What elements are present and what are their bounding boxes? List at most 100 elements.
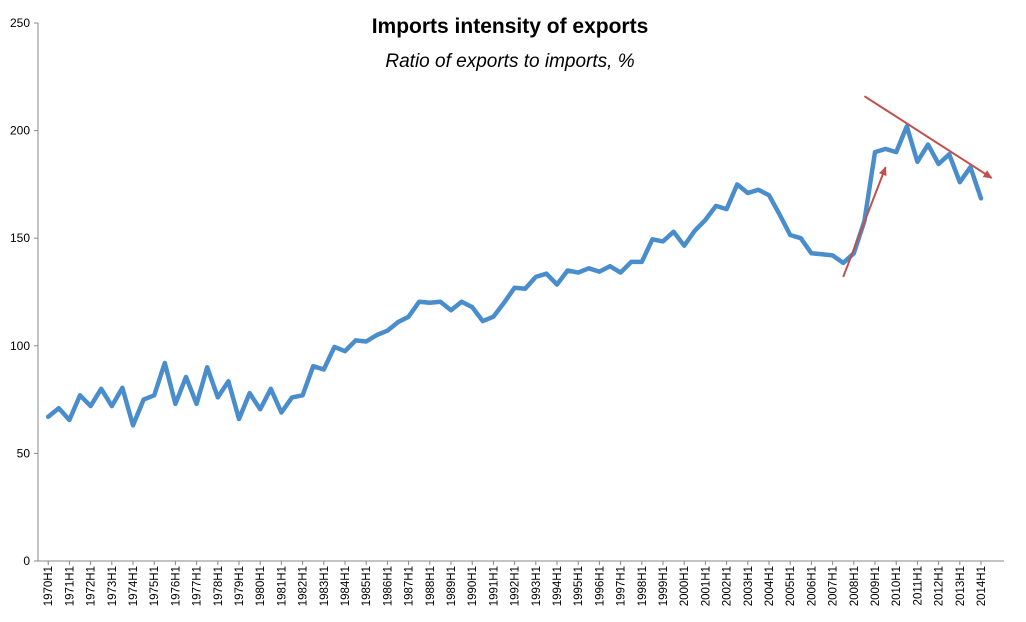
data-point [110,404,114,408]
x-tick-label: 2006H1 [806,566,818,606]
data-point [756,188,760,192]
data-point [184,375,188,379]
data-point [714,204,718,208]
data-point [947,152,951,156]
data-point [428,301,432,305]
data-point [396,320,400,324]
x-tick-label: 2001H1 [700,566,712,606]
x-tick-label: 2013H1 [955,566,967,606]
data-point [640,260,644,264]
data-point [216,395,220,399]
data-point [279,411,283,414]
x-tick-label: 1992H1 [510,566,522,606]
x-tick-label: 2000H1 [679,566,691,606]
data-point [502,301,506,305]
y-tick-label: 150 [10,231,30,245]
x-tick-label: 1999H1 [658,566,670,606]
x-tick-label: 1981H1 [276,566,288,606]
data-point [290,395,294,399]
x-tick-label: 1971H1 [64,566,76,606]
data-point [958,180,962,184]
data-point [481,319,485,323]
x-tick-label: 1975H1 [149,566,161,606]
data-point [301,393,305,397]
data-point [417,300,421,304]
x-tick-label: 1989H1 [446,566,458,606]
y-tick-label: 0 [23,554,30,568]
data-point [513,286,517,290]
y-tick-label: 100 [10,339,30,353]
data-point [566,269,570,272]
series-line-0 [45,124,984,428]
data-point [78,393,82,397]
x-tick-label: 1990H1 [467,566,479,606]
data-point [672,230,676,234]
data-point [354,338,358,342]
data-point [576,271,580,275]
data-point [311,364,315,368]
data-point [205,365,209,369]
x-tick-label: 2009H1 [870,566,882,606]
x-tick-label: 2012H1 [934,566,946,606]
x-tick-label: 1976H1 [170,566,182,606]
chart-title: Imports intensity of exports [372,15,649,38]
x-tick-label: 2014H1 [976,566,988,606]
x-tick-label: 1982H1 [298,566,310,606]
data-point [173,402,177,406]
x-tick-label: 1994H1 [552,566,564,606]
data-point [735,182,739,186]
data-point [905,124,909,128]
data-point [937,162,941,166]
x-tick-label: 1979H1 [234,566,246,606]
data-point [258,407,262,411]
data-point [661,239,665,243]
data-point [523,287,527,291]
data-point [629,260,633,264]
x-tick-label: 1984H1 [340,566,352,606]
data-point [597,270,601,274]
data-point [460,300,464,304]
data-point [57,406,61,410]
x-tick-label: 2007H1 [828,566,840,606]
data-point [884,147,888,151]
data-point [89,404,93,408]
data-point [364,340,368,343]
data-point [693,229,697,233]
data-point [778,213,782,216]
x-tick-label: 2003H1 [743,566,755,606]
data-point [491,315,495,319]
data-point [343,349,347,353]
x-tick-label: 2011H1 [912,566,924,605]
data-point [746,191,750,195]
data-point [926,143,930,147]
data-point [248,391,252,395]
x-tick-label: 2010H1 [891,566,903,606]
data-point [449,308,453,312]
data-point [67,418,71,422]
data-point [608,264,612,268]
x-tick-label: 2008H1 [849,566,861,606]
data-point [99,387,103,391]
x-tick-label: 1997H1 [616,566,628,606]
x-tick-label: 1972H1 [86,566,98,606]
y-tick-label: 250 [10,16,30,30]
data-point [968,165,972,169]
trend-arrow-rise [842,166,887,278]
data-point [385,329,389,333]
x-tick-label: 1988H1 [425,566,437,606]
data-point [322,368,326,371]
chart-subtitle: Ratio of exports to imports, % [385,51,634,72]
x-tick-label: 1991H1 [488,566,500,606]
data-point [407,315,411,319]
data-point [799,236,803,240]
x-tick-label: 1987H1 [404,566,416,606]
x-tick-label: 1993H1 [531,566,543,606]
data-point [841,261,845,265]
data-point [587,266,591,270]
data-point [788,233,792,237]
data-point [120,386,124,390]
data-point [269,387,273,391]
data-point [152,393,156,397]
data-point [163,361,167,365]
